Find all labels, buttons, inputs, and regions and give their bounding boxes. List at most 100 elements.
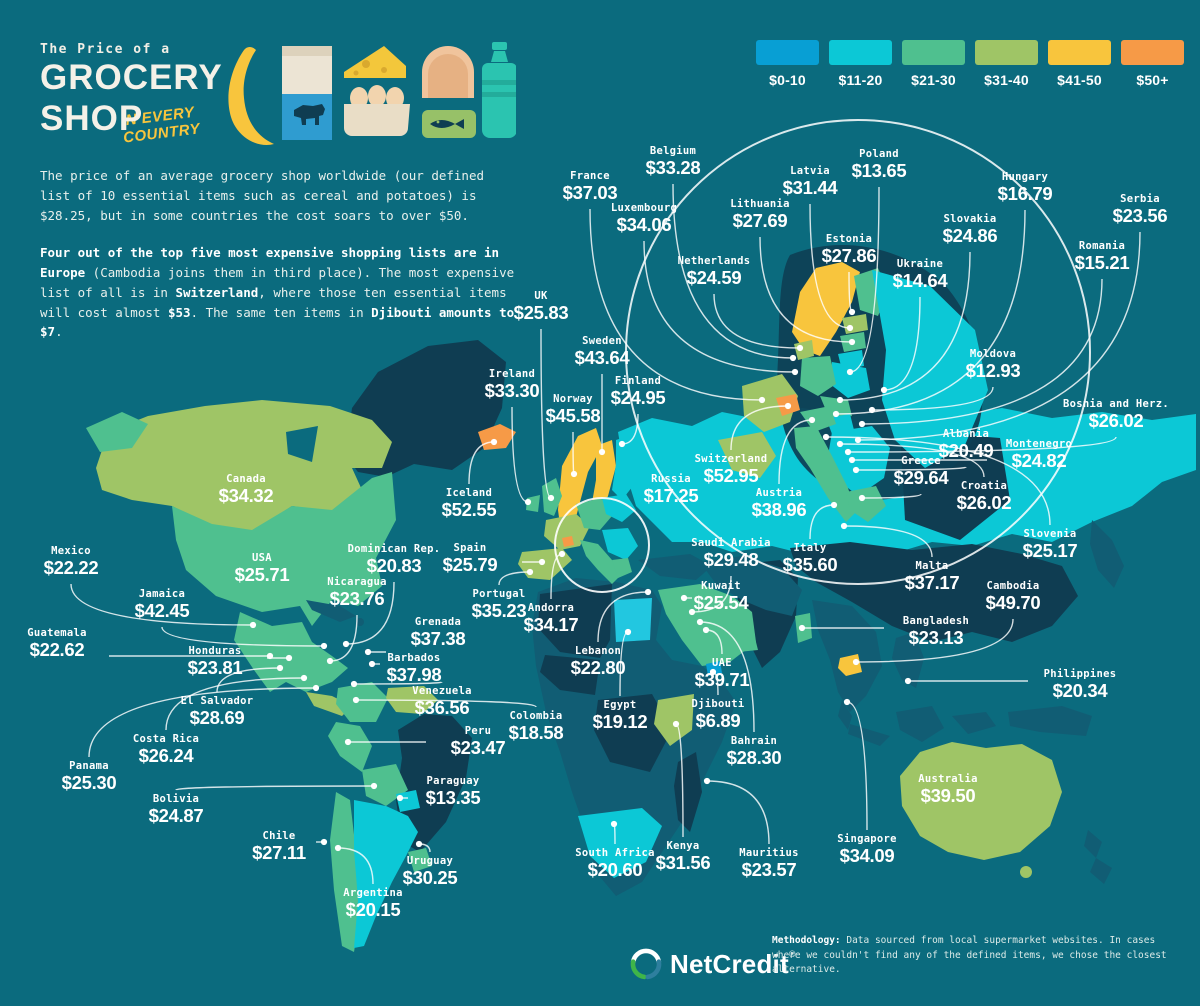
map-dot	[808, 416, 816, 424]
leader-line	[857, 231, 1141, 441]
map-dot	[342, 640, 350, 648]
leader-line	[468, 441, 495, 485]
legend-label: $41-50	[1057, 72, 1102, 88]
intro-text: The price of an average grocery shop wor…	[40, 166, 518, 360]
map-dot	[868, 406, 876, 414]
map-dot	[396, 794, 404, 802]
legend-swatch	[975, 40, 1038, 65]
legend-swatch	[1048, 40, 1111, 65]
leader-line	[847, 436, 1117, 453]
leader-line	[353, 681, 443, 685]
leader-line	[759, 236, 853, 343]
leader-line	[855, 618, 1014, 663]
leader-line	[809, 203, 851, 329]
leader-line	[643, 240, 796, 373]
map-dot	[703, 777, 711, 785]
leader-line	[843, 525, 933, 558]
leader-line	[216, 667, 281, 693]
map-dot	[276, 664, 284, 672]
leader-line	[355, 699, 537, 708]
map-dot	[334, 844, 342, 852]
registered-mark: ®	[788, 948, 796, 959]
map-dot	[858, 494, 866, 502]
intro-paragraph: The price of an average grocery shop wor…	[40, 168, 485, 223]
map-dot	[415, 840, 423, 848]
legend-swatch	[756, 40, 819, 65]
map-dot	[843, 698, 851, 706]
map-dot	[368, 660, 376, 668]
map-dot	[784, 402, 792, 410]
legend-item: $50+	[1121, 40, 1184, 88]
map-dot	[836, 440, 844, 448]
map-dot	[320, 642, 328, 650]
methodology-label: Methodology:	[772, 934, 841, 946]
leader-line	[540, 328, 552, 499]
map-dot	[848, 308, 856, 316]
map-dot	[758, 396, 766, 404]
legend-item: $11-20	[829, 40, 892, 88]
map-dot	[490, 438, 498, 446]
map-dot	[848, 338, 856, 346]
map-dot	[300, 674, 308, 682]
bread-icon	[422, 46, 474, 98]
title-line-1: GROCERY	[40, 58, 223, 97]
map-dot	[364, 648, 372, 656]
leader-line	[883, 296, 921, 391]
banana-icon	[228, 47, 274, 145]
leader-line	[825, 436, 1051, 526]
legend-item: $41-50	[1048, 40, 1111, 88]
leader-line	[706, 780, 770, 845]
map-dot	[789, 354, 797, 362]
map-dot	[644, 588, 652, 596]
leader-line	[88, 687, 317, 758]
leader-line	[861, 493, 922, 499]
map-dot	[344, 738, 352, 746]
map-dot	[320, 838, 328, 846]
title-line-2: SHOP	[40, 99, 144, 139]
legend-item: $21-30	[902, 40, 965, 88]
map-dot	[846, 368, 854, 376]
map-dot	[791, 368, 799, 376]
leader-line	[511, 406, 529, 503]
leader-dots	[249, 308, 912, 852]
leader-line	[498, 571, 531, 586]
leader-line	[175, 785, 375, 791]
map-dot	[880, 386, 888, 394]
leader-line	[337, 847, 374, 885]
price-legend: $0-10 $11-20 $21-30 $31-40 $41-50 $50+	[756, 40, 1184, 88]
legend-swatch	[829, 40, 892, 65]
map-dot	[796, 344, 804, 352]
map-dot	[822, 433, 830, 441]
map-dot	[524, 498, 532, 506]
map-dot	[526, 568, 534, 576]
map-dot	[840, 522, 848, 530]
grocery-icons	[228, 42, 516, 145]
map-dot	[598, 448, 606, 456]
leader-line	[329, 614, 358, 662]
leader-lines	[70, 183, 1141, 885]
leader-line	[672, 183, 794, 359]
map-dot	[702, 626, 710, 634]
map-dot	[858, 420, 866, 428]
legend-swatch	[1121, 40, 1184, 65]
netcredit-icon	[630, 948, 662, 980]
leader-line	[839, 443, 985, 478]
map-dot	[610, 820, 618, 828]
legend-item: $31-40	[975, 40, 1038, 88]
map-dot	[326, 657, 334, 665]
map-dot	[538, 558, 546, 566]
fish-tin-icon	[422, 110, 476, 138]
map-dot	[852, 658, 860, 666]
map-dot	[798, 624, 806, 632]
leader-line	[597, 591, 649, 643]
map-dot	[370, 782, 378, 790]
leader-line	[730, 405, 789, 451]
leader-line	[849, 186, 880, 373]
water-bottle-icon	[482, 42, 516, 138]
map-dot	[312, 684, 320, 692]
map-dot	[832, 410, 840, 418]
map-dot	[558, 550, 566, 558]
legend-label: $31-40	[984, 72, 1029, 88]
